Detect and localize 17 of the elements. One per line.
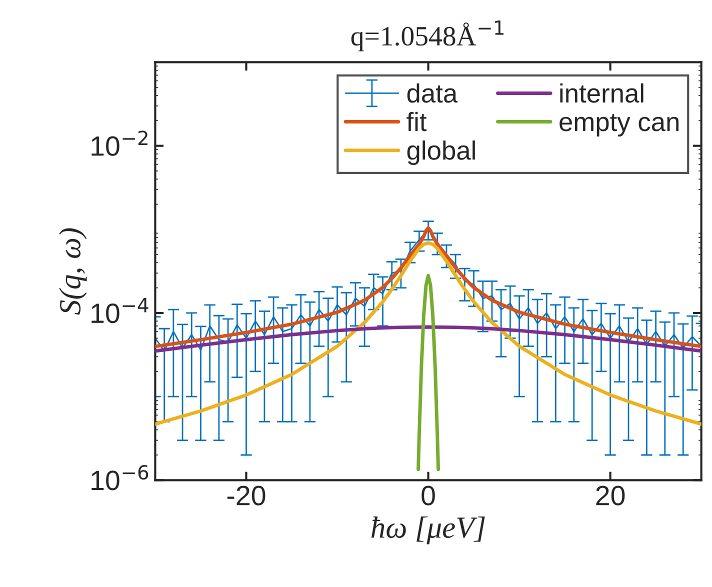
x-tick-label: -20 <box>227 486 266 506</box>
line-series <box>416 274 440 472</box>
y-tick-label: 10$^{−6}$ <box>92 464 148 490</box>
y-tick-label: 10$^{−2}$ <box>92 130 148 156</box>
legend-label: empty can <box>560 114 679 136</box>
legend-label: data <box>407 83 458 103</box>
x-axis-title: ħω [μeV] <box>371 516 485 544</box>
line-series <box>155 241 702 426</box>
legend-label: fit <box>406 112 427 132</box>
y-tick-label: 10$^{−4}$ <box>92 298 148 324</box>
x-tick-label: 20 <box>596 486 625 506</box>
legend-label: global <box>407 140 475 166</box>
y-axis-title: S(q, ω) <box>59 228 87 315</box>
legend-label: internal <box>560 83 644 103</box>
line-series <box>155 325 702 353</box>
x-tick-label: 0 <box>422 486 435 506</box>
chart-title: q=1.0548Å$^{−1}$ <box>351 20 504 52</box>
